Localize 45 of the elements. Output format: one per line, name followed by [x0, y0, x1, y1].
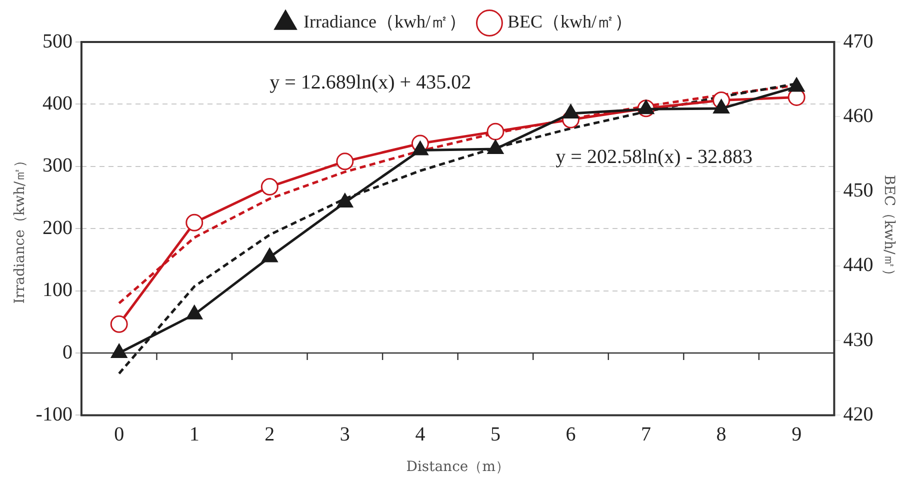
- y-tick-label: 500: [42, 30, 72, 52]
- point: [562, 104, 580, 119]
- point: [487, 139, 504, 154]
- point: [186, 304, 203, 320]
- y2-tick-label: 470: [843, 30, 874, 52]
- point: [261, 248, 278, 262]
- y2-tick-label: 430: [843, 328, 874, 351]
- point: [260, 178, 278, 196]
- y-tick-label: 400: [42, 92, 72, 114]
- point: [110, 344, 128, 358]
- y-tick-label: 300: [42, 154, 72, 177]
- point: [412, 140, 428, 156]
- y-tick-label: -100: [36, 403, 72, 426]
- point: [186, 214, 204, 232]
- y-tick-label: 100: [42, 279, 72, 302]
- point: [486, 122, 504, 140]
- point: [336, 192, 354, 208]
- y-tick-label: 200: [42, 216, 72, 239]
- x-tick-label: 7: [641, 423, 652, 446]
- y-axis-title: Irradiance（kwh/㎡）: [12, 153, 28, 304]
- y2-tick-label: 440: [843, 254, 874, 276]
- point: [336, 152, 354, 170]
- legend-label: BEC（kwh/㎡）: [507, 12, 632, 32]
- y-tick-label: 0: [62, 341, 72, 364]
- annotation: y = 202.58ln(x) - 32.883: [556, 146, 753, 168]
- y2-tick-label: 460: [843, 104, 874, 127]
- x-tick-label: 2: [264, 423, 275, 446]
- y2-axis-title: BEC（kwh/㎡）: [880, 174, 897, 282]
- point: [110, 315, 128, 333]
- annotation: y = 12.689ln(x) + 435.02: [270, 71, 472, 94]
- point: [788, 77, 805, 92]
- x-tick-label: 8: [716, 423, 726, 446]
- x-axis-title: Distance（m）: [406, 459, 510, 476]
- point: [638, 100, 654, 114]
- x-tick-label: 5: [490, 423, 500, 446]
- legend-label: Irradiance（kwh/㎡）: [304, 12, 466, 32]
- x-tick-label: 6: [566, 423, 576, 446]
- x-tick-label: 4: [415, 423, 426, 446]
- y2-tick-label: 450: [843, 180, 874, 202]
- x-tick-label: 0: [114, 423, 124, 446]
- point: [712, 99, 730, 114]
- x-tick-label: 9: [792, 423, 802, 446]
- x-tick-label: 3: [340, 423, 350, 446]
- y2-tick-label: 420: [843, 403, 874, 426]
- x-tick-label: 1: [189, 423, 200, 446]
